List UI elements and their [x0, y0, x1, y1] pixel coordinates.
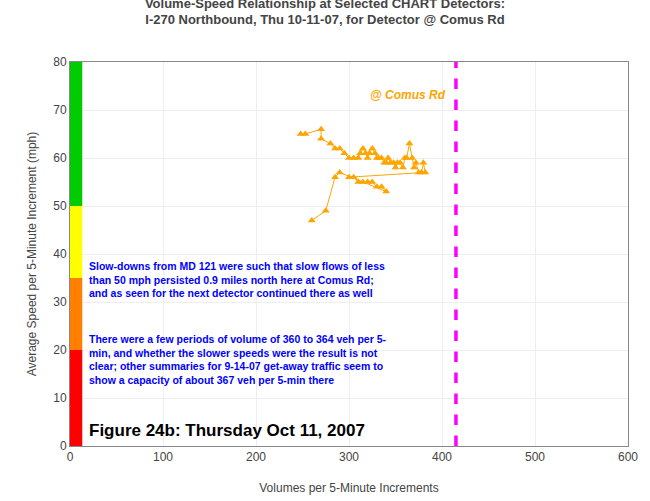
svg-text:Volumes per 5-Minute Increment: Volumes per 5-Minute Increments	[259, 481, 438, 495]
svg-text:10: 10	[53, 391, 67, 405]
svg-text:100: 100	[153, 450, 173, 464]
svg-text:There were a few periods of vo: There were a few periods of volume of 36…	[89, 333, 387, 386]
svg-text:30: 30	[53, 295, 67, 309]
svg-text:50: 50	[53, 199, 67, 213]
svg-text:Volume-Speed Relationship at S: Volume-Speed Relationship at Selected CH…	[145, 0, 505, 27]
svg-text:Average Speed per 5-Minute Inc: Average Speed per 5-Minute Increment (mp…	[25, 132, 39, 377]
svg-text:600: 600	[618, 450, 638, 464]
svg-text:Slow-downs from MD 121 were su: Slow-downs from MD 121 were such that sl…	[89, 260, 385, 299]
svg-text:70: 70	[53, 103, 67, 117]
svg-text:@ Comus Rd: @ Comus Rd	[370, 88, 446, 102]
svg-text:400: 400	[432, 450, 452, 464]
svg-text:20: 20	[53, 343, 67, 357]
svg-text:0: 0	[60, 439, 67, 453]
svg-text:200: 200	[246, 450, 266, 464]
svg-text:Figure 24b: Thursday Oct 11, 2: Figure 24b: Thursday Oct 11, 2007	[89, 421, 365, 440]
svg-text:0: 0	[67, 450, 74, 464]
svg-text:40: 40	[53, 247, 67, 261]
svg-text:500: 500	[525, 450, 545, 464]
svg-text:80: 80	[53, 55, 67, 69]
svg-text:300: 300	[339, 450, 359, 464]
svg-text:60: 60	[53, 151, 67, 165]
